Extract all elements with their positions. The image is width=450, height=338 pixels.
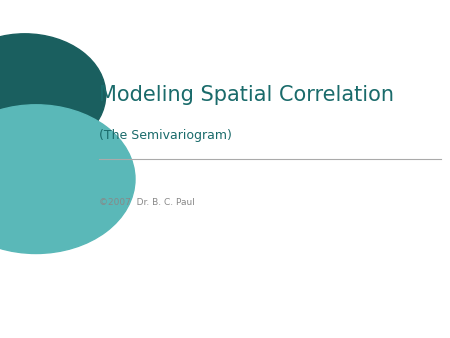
Text: ©2007  Dr. B. C. Paul: ©2007 Dr. B. C. Paul xyxy=(99,198,195,207)
Circle shape xyxy=(0,105,135,254)
Text: Modeling Spatial Correlation: Modeling Spatial Correlation xyxy=(99,84,394,105)
Circle shape xyxy=(0,34,106,155)
Text: (The Semivariogram): (The Semivariogram) xyxy=(99,129,232,142)
